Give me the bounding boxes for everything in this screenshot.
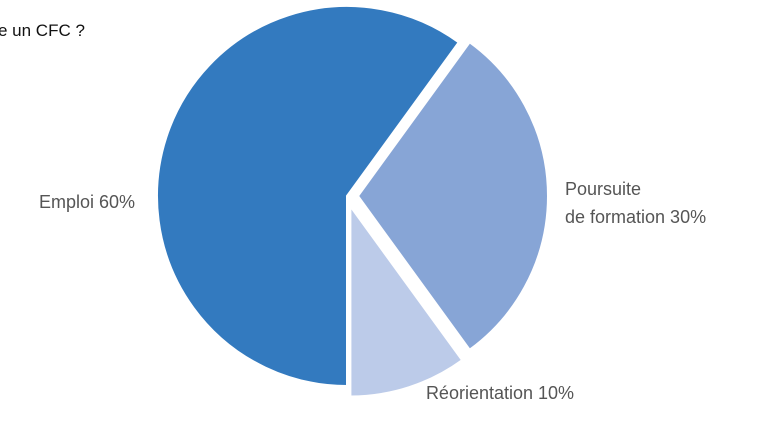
chart-title: e un CFC ? <box>0 21 85 40</box>
pie-label-line: Poursuite <box>565 179 641 199</box>
pie-labels: Emploi 60% Poursuite de formation 30% Réori… <box>39 179 706 403</box>
pie-label-line: Réorientation 10% <box>426 383 574 403</box>
pie-slice-reorientation-10 <box>349 203 464 398</box>
pie-slice-poursuite <box>356 40 549 352</box>
pie-label-poursuite: Poursuite de formation 30% <box>565 179 706 227</box>
pie-slices <box>156 5 549 398</box>
pie-label-reorientation-10: Réorientation 10% <box>426 383 574 403</box>
pie-label-emploi-60: Emploi 60% <box>39 192 135 212</box>
pie-slice-emploi-60 <box>156 5 461 388</box>
pie-label-line: Emploi 60% <box>39 192 135 212</box>
pie-label-line: de formation 30% <box>565 207 706 227</box>
